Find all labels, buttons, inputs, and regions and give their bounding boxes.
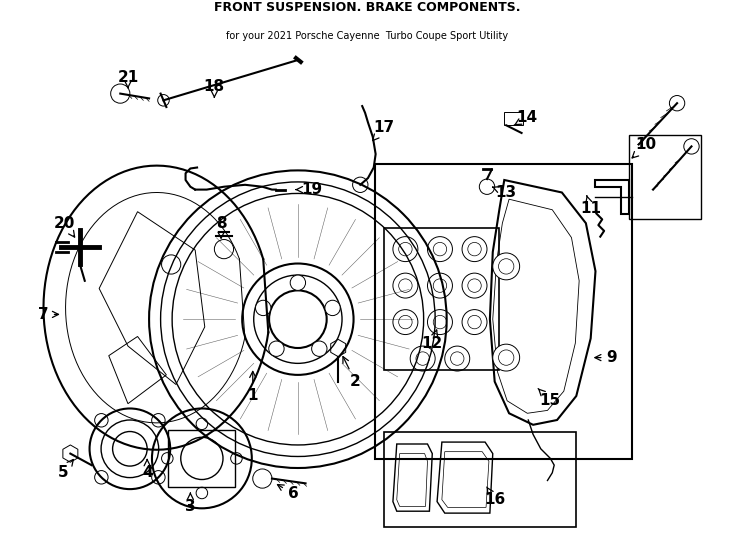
- Bar: [629, 135, 701, 219]
- Text: 21: 21: [117, 70, 139, 88]
- Text: 13: 13: [493, 185, 517, 200]
- Bar: [374, 164, 632, 460]
- Circle shape: [269, 291, 327, 348]
- Text: 20: 20: [54, 215, 76, 237]
- Circle shape: [269, 341, 284, 356]
- Bar: [504, 112, 523, 125]
- Text: 10: 10: [632, 137, 657, 158]
- Text: 12: 12: [421, 330, 443, 350]
- Text: 14: 14: [514, 110, 538, 125]
- Text: 9: 9: [595, 350, 617, 365]
- Circle shape: [493, 253, 520, 280]
- Circle shape: [312, 341, 327, 356]
- Bar: [385, 433, 576, 526]
- Text: 16: 16: [484, 487, 505, 507]
- Text: 5: 5: [57, 460, 73, 480]
- Circle shape: [290, 275, 305, 291]
- Text: 7: 7: [38, 307, 59, 322]
- Text: 3: 3: [185, 493, 196, 514]
- Text: FRONT SUSPENSION. BRAKE COMPONENTS.: FRONT SUSPENSION. BRAKE COMPONENTS.: [214, 1, 520, 14]
- Text: 19: 19: [296, 182, 323, 197]
- Circle shape: [255, 300, 271, 315]
- Text: 11: 11: [580, 196, 601, 217]
- Text: 1: 1: [247, 372, 258, 403]
- Text: 6: 6: [277, 484, 299, 502]
- Circle shape: [325, 300, 341, 315]
- Text: 18: 18: [204, 79, 225, 97]
- Text: 8: 8: [216, 215, 226, 238]
- Text: 2: 2: [343, 356, 361, 389]
- Circle shape: [493, 344, 520, 371]
- Text: 17: 17: [373, 120, 395, 140]
- Bar: [385, 228, 499, 370]
- Text: for your 2021 Porsche Cayenne  Turbo Coupe Sport Utility: for your 2021 Porsche Cayenne Turbo Coup…: [226, 31, 508, 41]
- Text: 15: 15: [538, 389, 561, 408]
- Bar: [168, 430, 236, 487]
- Text: 4: 4: [142, 460, 153, 480]
